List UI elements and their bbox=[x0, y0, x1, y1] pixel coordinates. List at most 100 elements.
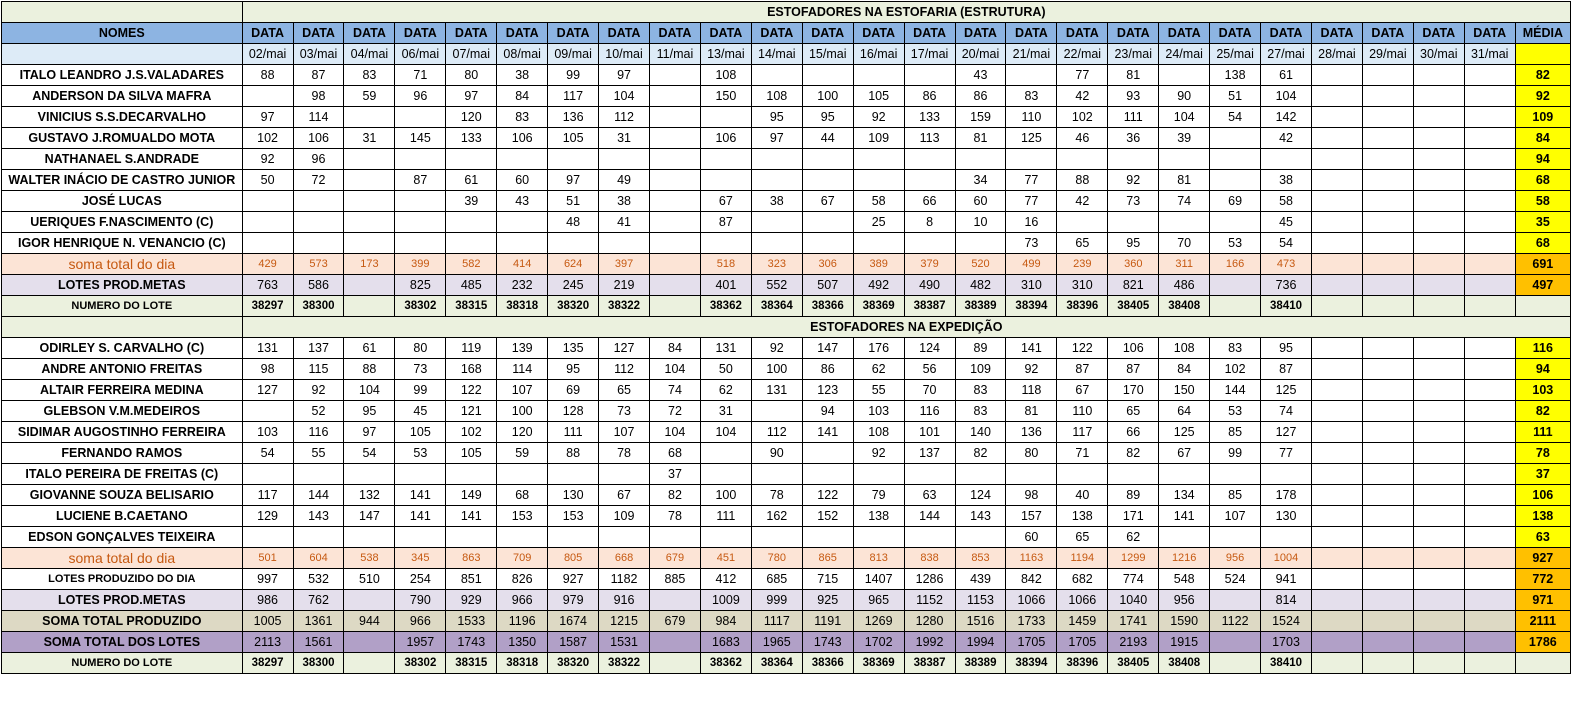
date-row-media-cell[interactable] bbox=[1514, 43, 1572, 65]
value-cell[interactable]: 1009 bbox=[699, 589, 752, 611]
value-cell[interactable] bbox=[1463, 169, 1516, 191]
value-cell[interactable] bbox=[649, 169, 701, 191]
value-cell[interactable]: 67 bbox=[1158, 442, 1211, 464]
value-cell[interactable]: 46 bbox=[1056, 127, 1109, 149]
value-cell[interactable] bbox=[1361, 295, 1414, 317]
media-cell[interactable]: 58 bbox=[1514, 190, 1572, 212]
value-cell[interactable]: 92 bbox=[1005, 358, 1058, 380]
value-cell[interactable]: 110 bbox=[1005, 106, 1058, 128]
date-cell[interactable]: 09/mai bbox=[547, 43, 600, 65]
value-cell[interactable] bbox=[1209, 526, 1262, 548]
value-cell[interactable]: 114 bbox=[292, 106, 345, 128]
value-cell[interactable]: 984 bbox=[699, 610, 752, 632]
value-cell[interactable]: 83 bbox=[954, 379, 1007, 401]
value-cell[interactable]: 106 bbox=[1107, 337, 1160, 359]
value-cell[interactable] bbox=[649, 631, 701, 653]
value-cell[interactable]: 780 bbox=[750, 547, 803, 569]
value-cell[interactable]: 92 bbox=[852, 106, 905, 128]
header-names[interactable]: NOMES bbox=[1, 22, 243, 44]
value-cell[interactable]: 83 bbox=[496, 106, 549, 128]
value-cell[interactable]: 88 bbox=[1056, 169, 1109, 191]
row-name-cell[interactable]: soma total do dia bbox=[1, 547, 243, 569]
value-cell[interactable] bbox=[801, 526, 854, 548]
value-cell[interactable]: 1743 bbox=[801, 631, 854, 653]
value-cell[interactable]: 88 bbox=[241, 64, 294, 86]
value-cell[interactable] bbox=[343, 148, 396, 170]
value-cell[interactable] bbox=[1310, 484, 1363, 506]
value-cell[interactable]: 95 bbox=[1107, 232, 1160, 254]
value-cell[interactable] bbox=[1310, 295, 1363, 317]
value-cell[interactable] bbox=[1463, 610, 1516, 632]
value-cell[interactable]: 94 bbox=[801, 400, 854, 422]
value-cell[interactable]: 38318 bbox=[496, 295, 549, 317]
value-cell[interactable] bbox=[1310, 568, 1363, 590]
value-cell[interactable]: 1516 bbox=[954, 610, 1007, 632]
value-cell[interactable]: 141 bbox=[1005, 337, 1058, 359]
value-cell[interactable] bbox=[750, 400, 803, 422]
value-cell[interactable] bbox=[1310, 211, 1363, 233]
value-cell[interactable]: 401 bbox=[699, 274, 752, 296]
value-cell[interactable]: 111 bbox=[699, 505, 752, 527]
value-cell[interactable] bbox=[445, 526, 498, 548]
value-cell[interactable] bbox=[954, 232, 1007, 254]
media-cell[interactable]: 37 bbox=[1514, 463, 1572, 485]
value-cell[interactable]: 1196 bbox=[496, 610, 549, 632]
value-cell[interactable] bbox=[394, 211, 447, 233]
value-cell[interactable] bbox=[394, 190, 447, 212]
value-cell[interactable] bbox=[1412, 526, 1465, 548]
value-cell[interactable]: 38410 bbox=[1260, 652, 1312, 674]
value-cell[interactable] bbox=[1361, 358, 1414, 380]
value-cell[interactable] bbox=[1310, 547, 1363, 569]
value-cell[interactable]: 805 bbox=[547, 547, 600, 569]
value-cell[interactable]: 124 bbox=[954, 484, 1007, 506]
value-cell[interactable]: 885 bbox=[649, 568, 701, 590]
value-cell[interactable]: 1561 bbox=[292, 631, 345, 653]
value-cell[interactable]: 70 bbox=[903, 379, 956, 401]
value-cell[interactable]: 604 bbox=[292, 547, 345, 569]
value-cell[interactable] bbox=[750, 526, 803, 548]
value-cell[interactable]: 1957 bbox=[394, 631, 447, 653]
value-cell[interactable]: 439 bbox=[954, 568, 1007, 590]
value-cell[interactable]: 159 bbox=[954, 106, 1007, 128]
value-cell[interactable]: 109 bbox=[954, 358, 1007, 380]
value-cell[interactable]: 97 bbox=[343, 421, 396, 443]
value-cell[interactable]: 86 bbox=[954, 85, 1007, 107]
value-cell[interactable]: 825 bbox=[394, 274, 447, 296]
header-data-label[interactable]: DATA bbox=[496, 22, 549, 44]
value-cell[interactable]: 106 bbox=[496, 127, 549, 149]
row-name-cell[interactable]: LOTES PRODUZIDO DO DIA bbox=[1, 568, 243, 590]
value-cell[interactable] bbox=[1463, 64, 1516, 86]
value-cell[interactable]: 122 bbox=[1056, 337, 1109, 359]
value-cell[interactable] bbox=[1209, 652, 1262, 674]
value-cell[interactable] bbox=[496, 232, 549, 254]
value-cell[interactable]: 121 bbox=[445, 400, 498, 422]
value-cell[interactable] bbox=[496, 526, 549, 548]
value-cell[interactable]: 31 bbox=[598, 127, 650, 149]
value-cell[interactable]: 80 bbox=[1005, 442, 1058, 464]
value-cell[interactable] bbox=[1412, 295, 1465, 317]
value-cell[interactable]: 53 bbox=[394, 442, 447, 464]
row-name-cell[interactable]: soma total do dia bbox=[1, 253, 243, 275]
value-cell[interactable]: 74 bbox=[1260, 400, 1312, 422]
header-data-label[interactable]: DATA bbox=[343, 22, 396, 44]
value-cell[interactable]: 122 bbox=[445, 379, 498, 401]
value-cell[interactable]: 59 bbox=[496, 442, 549, 464]
date-cell[interactable]: 30/mai bbox=[1412, 43, 1465, 65]
value-cell[interactable]: 38408 bbox=[1158, 295, 1211, 317]
value-cell[interactable]: 102 bbox=[1056, 106, 1109, 128]
value-cell[interactable]: 102 bbox=[1209, 358, 1262, 380]
value-cell[interactable] bbox=[1412, 568, 1465, 590]
media-cell[interactable]: 82 bbox=[1514, 400, 1572, 422]
media-cell[interactable]: 78 bbox=[1514, 442, 1572, 464]
value-cell[interactable]: 1163 bbox=[1005, 547, 1058, 569]
row-name-cell[interactable]: LUCIENE B.CAETANO bbox=[1, 505, 243, 527]
value-cell[interactable]: 108 bbox=[1158, 337, 1211, 359]
value-cell[interactable]: 679 bbox=[649, 547, 701, 569]
value-cell[interactable] bbox=[1209, 148, 1262, 170]
value-cell[interactable] bbox=[1158, 211, 1211, 233]
value-cell[interactable]: 54 bbox=[343, 442, 396, 464]
value-cell[interactable]: 80 bbox=[445, 64, 498, 86]
value-cell[interactable]: 104 bbox=[1260, 85, 1312, 107]
value-cell[interactable]: 133 bbox=[445, 127, 498, 149]
value-cell[interactable] bbox=[394, 106, 447, 128]
